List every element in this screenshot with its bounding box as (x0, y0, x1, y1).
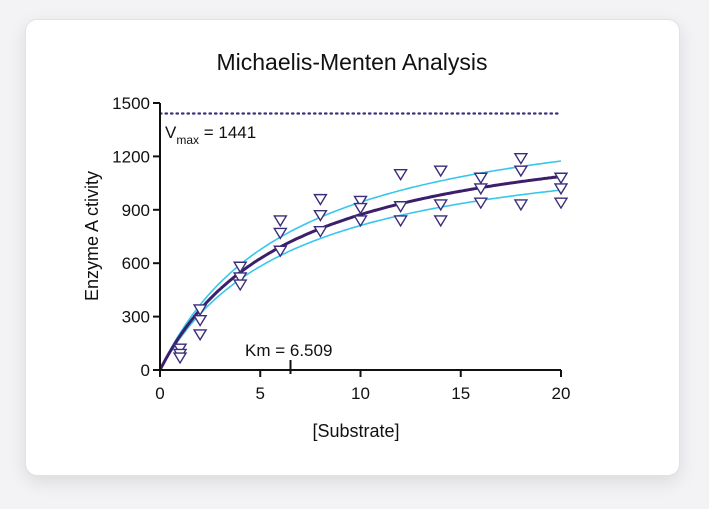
x-axis-label: [Substrate] (312, 421, 399, 441)
data-point (473, 197, 489, 210)
y-tick-label: 900 (122, 201, 150, 220)
y-ticks: 0 300 600 900 1200 1500 (112, 94, 160, 380)
x-tick-label: 20 (552, 384, 571, 403)
y-tick-label: 0 (141, 361, 150, 380)
y-tick-label: 1200 (112, 147, 150, 166)
data-point (393, 168, 408, 181)
data-point (232, 279, 248, 292)
data-point (313, 209, 328, 222)
data-point (192, 304, 208, 317)
data-point (553, 183, 569, 196)
data-point (553, 197, 569, 210)
data-point (473, 172, 489, 185)
data-point (473, 183, 489, 196)
data-point (192, 314, 208, 327)
y-axis-label: Enzyme A ctivity (82, 171, 102, 301)
y-tick-label: 1500 (112, 94, 150, 113)
data-point (393, 201, 408, 213)
data-points (172, 152, 569, 365)
data-point (553, 172, 569, 185)
data-point (273, 215, 288, 228)
x-tick-label: 10 (351, 384, 370, 403)
confidence-band (159, 160, 562, 371)
data-point (433, 215, 448, 228)
data-point (513, 199, 529, 212)
data-point (513, 165, 529, 178)
data-point (353, 195, 368, 208)
data-point (232, 261, 248, 274)
data-point (353, 202, 368, 215)
data-point (232, 272, 248, 285)
x-ticks: 0 5 10 15 20 (155, 370, 570, 403)
chart-card (25, 19, 680, 476)
data-point (172, 352, 188, 365)
data-point (313, 193, 328, 206)
ci-upper-curve (159, 160, 562, 371)
data-point (273, 227, 288, 240)
x-tick-label: 0 (155, 384, 164, 403)
km-annotation: Km = 6.509 (245, 341, 332, 360)
data-point (433, 199, 448, 212)
vmax-prefix: V (165, 123, 177, 142)
data-point (393, 215, 408, 228)
chart-title: Michaelis-Menten Analysis (216, 49, 487, 75)
x-tick-label: 5 (256, 384, 265, 403)
vmax-subscript: max (176, 133, 199, 147)
vmax-annotation: Vmax = 1441 (165, 123, 256, 147)
data-point (313, 225, 328, 238)
data-point (353, 215, 368, 228)
vmax-value: = 1441 (199, 123, 256, 142)
x-tick-label: 15 (451, 384, 470, 403)
data-point (513, 152, 529, 165)
y-tick-label: 600 (122, 254, 150, 273)
data-point (273, 245, 288, 258)
y-tick-label: 300 (122, 308, 150, 327)
data-point (433, 165, 448, 178)
data-point (192, 329, 208, 342)
